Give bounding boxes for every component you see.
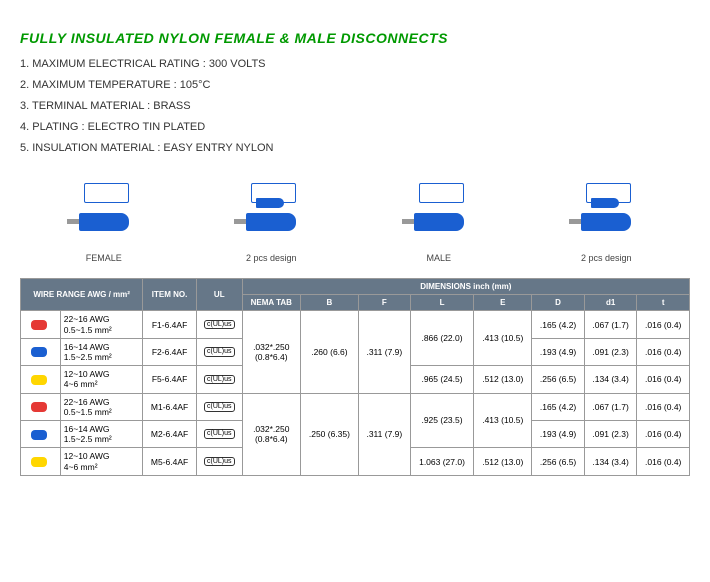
nema-cell: .032*.250(0.8*6.4)	[242, 393, 300, 475]
d-cell: .165 (4.2)	[532, 311, 585, 338]
wire-cell: 12~10 AWG4~6 mm²	[60, 448, 142, 475]
table-row: 22~16 AWG0.5~1.5 mm²F1-6.4AFc(UL)us.032*…	[21, 311, 690, 338]
th-t: t	[637, 295, 690, 311]
diagram-label: MALE	[404, 253, 474, 263]
t-cell: .016 (0.4)	[637, 338, 690, 365]
spec-list: 1. MAXIMUM ELECTRICAL RATING : 300 VOLTS…	[20, 54, 690, 158]
swatch-cell	[21, 366, 61, 393]
item-cell: M2-6.4AF	[143, 420, 197, 447]
item-cell: M5-6.4AF	[143, 448, 197, 475]
th-wire: WIRE RANGE AWG / mm²	[21, 279, 143, 311]
e-cell: .512 (13.0)	[474, 448, 532, 475]
table-row: 22~16 AWG0.5~1.5 mm²M1-6.4AFc(UL)us.032*…	[21, 393, 690, 420]
diagram-label: 2 pcs design	[236, 253, 306, 263]
item-cell: F5-6.4AF	[143, 366, 197, 393]
th-d: D	[532, 295, 585, 311]
ul-cell: c(UL)us	[196, 311, 242, 338]
l-cell: .965 (24.5)	[410, 366, 474, 393]
b-cell: .260 (6.6)	[300, 311, 358, 393]
d-cell: .256 (6.5)	[532, 366, 585, 393]
ul-cell: c(UL)us	[196, 338, 242, 365]
l-cell: .925 (23.5)	[410, 393, 474, 448]
ul-cell: c(UL)us	[196, 448, 242, 475]
d-cell: .165 (4.2)	[532, 393, 585, 420]
item-cell: F2-6.4AF	[143, 338, 197, 365]
swatch-cell	[21, 448, 61, 475]
th-nema: NEMA TAB	[242, 295, 300, 311]
diagram-label: 2 pcs design	[571, 253, 641, 263]
spec-line: 3. TERMINAL MATERIAL : BRASS	[20, 96, 690, 117]
th-b: B	[300, 295, 358, 311]
ul-cell: c(UL)us	[196, 366, 242, 393]
th-l: L	[410, 295, 474, 311]
f-cell: .311 (7.9)	[358, 311, 410, 393]
d1-cell: .134 (3.4)	[584, 448, 637, 475]
l-cell: .866 (22.0)	[410, 311, 474, 366]
page-title: FULLY INSULATED NYLON FEMALE & MALE DISC…	[20, 30, 690, 46]
t-cell: .016 (0.4)	[637, 366, 690, 393]
spec-line: 4. PLATING : ELECTRO TIN PLATED	[20, 117, 690, 138]
th-f: F	[358, 295, 410, 311]
spec-line: 1. MAXIMUM ELECTRICAL RATING : 300 VOLTS	[20, 54, 690, 75]
d1-cell: .091 (2.3)	[584, 420, 637, 447]
b-cell: .250 (6.35)	[300, 393, 358, 475]
swatch-cell	[21, 311, 61, 338]
t-cell: .016 (0.4)	[637, 393, 690, 420]
spec-line: 5. INSULATION MATERIAL : EASY ENTRY NYLO…	[20, 138, 690, 159]
diagram-item: MALE	[404, 178, 474, 263]
wire-cell: 22~16 AWG0.5~1.5 mm²	[60, 393, 142, 420]
nema-cell: .032*.250(0.8*6.4)	[242, 311, 300, 393]
th-d1: d1	[584, 295, 637, 311]
ul-cell: c(UL)us	[196, 420, 242, 447]
e-cell: .413 (10.5)	[474, 393, 532, 448]
d-cell: .256 (6.5)	[532, 448, 585, 475]
th-ul: UL	[196, 279, 242, 311]
d1-cell: .067 (1.7)	[584, 311, 637, 338]
item-cell: F1-6.4AF	[143, 311, 197, 338]
spec-line: 2. MAXIMUM TEMPERATURE : 105°C	[20, 75, 690, 96]
diagram-row: FEMALE 2 pcs design MALE 2 pcs design	[20, 178, 690, 263]
swatch-cell	[21, 420, 61, 447]
f-cell: .311 (7.9)	[358, 393, 410, 475]
t-cell: .016 (0.4)	[637, 448, 690, 475]
d1-cell: .134 (3.4)	[584, 366, 637, 393]
table-body: 22~16 AWG0.5~1.5 mm²F1-6.4AFc(UL)us.032*…	[21, 311, 690, 475]
wire-cell: 22~16 AWG0.5~1.5 mm²	[60, 311, 142, 338]
swatch-cell	[21, 393, 61, 420]
th-dims: DIMENSIONS inch (mm)	[242, 279, 689, 295]
th-item: ITEM NO.	[143, 279, 197, 311]
d-cell: .193 (4.9)	[532, 420, 585, 447]
ul-cell: c(UL)us	[196, 393, 242, 420]
e-cell: .413 (10.5)	[474, 311, 532, 366]
wire-cell: 12~10 AWG4~6 mm²	[60, 366, 142, 393]
th-e: E	[474, 295, 532, 311]
swatch-cell	[21, 338, 61, 365]
d-cell: .193 (4.9)	[532, 338, 585, 365]
diagram-item: FEMALE	[69, 178, 139, 263]
d1-cell: .091 (2.3)	[584, 338, 637, 365]
wire-cell: 16~14 AWG1.5~2.5 mm²	[60, 338, 142, 365]
d1-cell: .067 (1.7)	[584, 393, 637, 420]
item-cell: M1-6.4AF	[143, 393, 197, 420]
t-cell: .016 (0.4)	[637, 420, 690, 447]
diagram-item: 2 pcs design	[236, 178, 306, 263]
diagram-label: FEMALE	[69, 253, 139, 263]
wire-cell: 16~14 AWG1.5~2.5 mm²	[60, 420, 142, 447]
l-cell: 1.063 (27.0)	[410, 448, 474, 475]
dimensions-table: WIRE RANGE AWG / mm² ITEM NO. UL DIMENSI…	[20, 278, 690, 475]
diagram-item: 2 pcs design	[571, 178, 641, 263]
t-cell: .016 (0.4)	[637, 311, 690, 338]
e-cell: .512 (13.0)	[474, 366, 532, 393]
